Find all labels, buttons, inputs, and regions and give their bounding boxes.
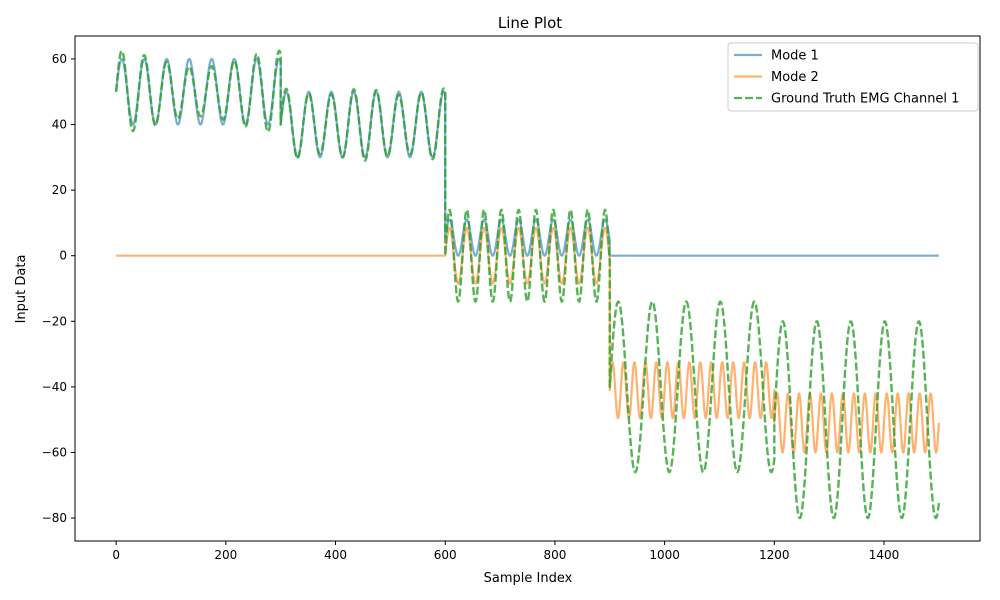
- y-axis-label: Input Data: [14, 255, 29, 324]
- series-line-mode-2: [115, 226, 940, 454]
- x-tick-label: 0: [112, 548, 120, 562]
- y-tick-label: 20: [52, 183, 67, 197]
- series-layer: [114, 49, 941, 520]
- x-tick-label: 200: [214, 548, 237, 562]
- y-tick-label: −60: [42, 445, 67, 459]
- chart-title: Line Plot: [498, 14, 562, 32]
- y-tick-label: 0: [59, 249, 67, 263]
- legend: Mode 1 Mode 2 Ground Truth EMG Channel 1: [727, 42, 979, 112]
- y-tick-label: −20: [42, 314, 67, 328]
- legend-box: [727, 42, 979, 112]
- x-axis: 0 200 400 600 800 1000 1200 1400: [112, 541, 899, 562]
- y-tick-label: −40: [42, 380, 67, 394]
- x-tick-label: 1400: [869, 548, 900, 562]
- y-tick-label: 40: [52, 118, 67, 132]
- x-tick-label: 400: [324, 548, 347, 562]
- legend-label: Mode 1: [771, 49, 819, 64]
- x-tick-label: 1000: [649, 548, 680, 562]
- legend-label: Ground Truth EMG Channel 1: [771, 92, 959, 107]
- x-tick-label: 600: [434, 548, 457, 562]
- y-tick-label: 60: [52, 52, 67, 66]
- series-line-ground-truth-emg-channel-1: [114, 49, 941, 520]
- x-tick-label: 1200: [759, 548, 790, 562]
- legend-label: Mode 2: [771, 70, 819, 85]
- x-tick-label: 800: [543, 548, 566, 562]
- plot-frame: [74, 35, 981, 542]
- y-tick-label: −80: [42, 511, 67, 525]
- x-axis-label: Sample Index: [484, 571, 573, 586]
- y-axis: −80 −60 −40 −20 0 20 40 60: [42, 52, 75, 525]
